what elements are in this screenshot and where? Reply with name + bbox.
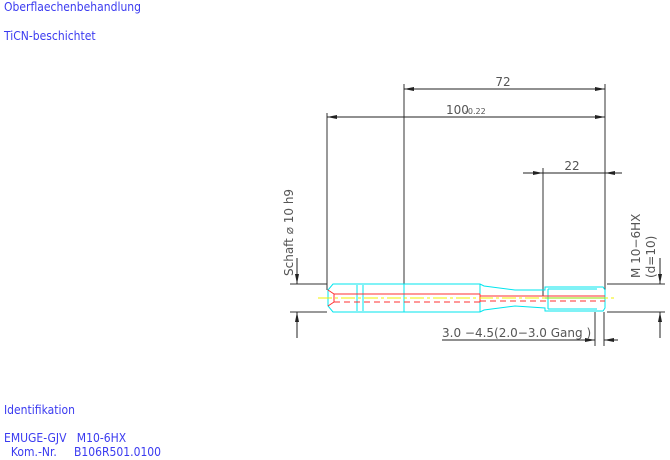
dim-22-text: 22	[564, 159, 579, 173]
hidden-lines	[327, 289, 605, 307]
thread-diameter: (d=10)	[644, 236, 658, 278]
thread-label: M 10−6HX	[629, 214, 643, 278]
surface-value: TiCN-beschichtet	[4, 29, 96, 43]
identification-kom-nr: Kom.-Nr. B106R501.0100	[4, 445, 162, 459]
identification-brand: EMUGE-GJV M10-6HX	[4, 431, 127, 445]
dim-72-text: 72	[495, 75, 510, 89]
dimension-lines	[295, 87, 662, 342]
extension-lines	[290, 84, 665, 346]
surface-heading: Oberflaechenbehandlung	[4, 0, 141, 14]
chamfer-label: 3.0 −4.5(2.0−3.0 Gang )	[442, 326, 591, 340]
dim-100-text: 100	[446, 103, 469, 117]
dim-100-tolerance: -0.22	[465, 107, 486, 116]
identification-heading: Identifikation	[4, 403, 75, 417]
shank-label: Schaft ⌀ 10 h9	[282, 189, 296, 276]
